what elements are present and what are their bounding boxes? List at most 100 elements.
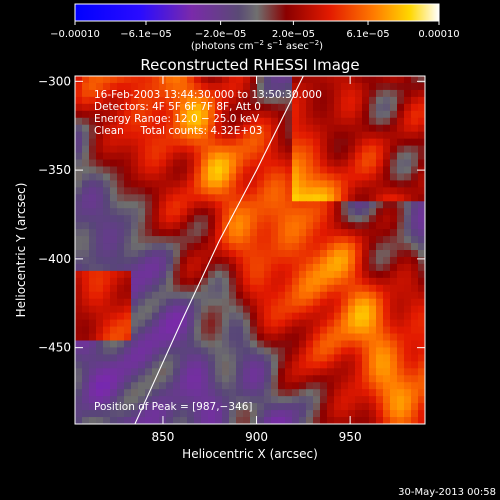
heat-cell	[110, 417, 118, 424]
heat-cell	[264, 82, 272, 91]
heat-cell	[327, 319, 335, 328]
heat-cell	[152, 277, 160, 286]
heat-cell	[264, 76, 272, 84]
heat-cell	[222, 312, 230, 321]
heat-cell	[397, 347, 405, 355]
heat-cell	[313, 166, 321, 175]
heat-cell	[96, 250, 104, 258]
heat-cell	[362, 326, 370, 335]
heat-cell	[96, 340, 104, 349]
heat-cell	[124, 368, 132, 376]
heat-cell	[243, 410, 251, 418]
heat-cell	[306, 159, 314, 168]
heat-cell	[152, 194, 160, 202]
heat-cell	[89, 215, 97, 223]
heat-cell	[376, 215, 384, 223]
heat-cell	[334, 243, 342, 251]
heat-cell	[355, 180, 363, 188]
heat-cell	[341, 333, 349, 342]
heat-cell	[75, 215, 83, 223]
heat-cell	[229, 410, 237, 418]
heat-cell	[173, 368, 181, 376]
heat-cell	[320, 263, 328, 272]
heat-cell	[201, 361, 209, 369]
heat-cell	[292, 263, 300, 272]
heat-cell	[187, 201, 195, 209]
heat-cell	[89, 138, 97, 147]
heat-cell	[250, 347, 258, 355]
heat-cell	[250, 173, 258, 181]
heat-cell	[180, 375, 188, 383]
heat-cell	[187, 403, 195, 411]
heat-cell	[103, 89, 111, 98]
heat-cell	[369, 166, 377, 175]
heat-cell	[299, 117, 307, 126]
heat-cell	[327, 417, 335, 424]
heat-cell	[390, 152, 398, 161]
heat-cell	[264, 256, 272, 265]
heat-cell	[250, 277, 258, 286]
heat-cell	[187, 236, 195, 244]
heat-cell	[250, 215, 258, 223]
heat-cell	[355, 229, 363, 237]
heat-cell	[110, 180, 118, 188]
heat-cell	[159, 396, 167, 404]
heat-cell	[397, 201, 405, 209]
heat-cell	[369, 159, 377, 168]
heat-cell	[397, 229, 405, 237]
heat-cell	[264, 131, 272, 140]
heat-cell	[327, 222, 335, 230]
heat-cell	[411, 347, 419, 355]
heat-cell	[152, 291, 160, 300]
heat-cell	[117, 76, 125, 84]
heat-cell	[215, 382, 223, 390]
heat-cell	[327, 152, 335, 161]
heat-cell	[376, 117, 384, 126]
heat-cell	[103, 166, 111, 175]
heat-cell	[138, 250, 146, 258]
heat-cell	[285, 263, 293, 272]
heat-cell	[411, 89, 419, 98]
heat-cell	[264, 208, 272, 216]
heat-cell	[362, 187, 370, 195]
heat-cell	[222, 166, 230, 175]
heat-cell	[404, 250, 412, 258]
heat-cell	[215, 270, 223, 279]
heat-cell	[418, 382, 425, 390]
heat-cell	[208, 368, 216, 376]
heat-cell	[313, 194, 321, 202]
heat-cell	[145, 229, 153, 237]
heat-cell	[376, 250, 384, 258]
heat-cell	[131, 319, 139, 328]
heat-cell	[278, 375, 286, 383]
heat-cell	[257, 291, 265, 300]
heat-cell	[82, 270, 90, 279]
heat-cell	[355, 277, 363, 286]
heat-cell	[411, 403, 419, 411]
heat-cell	[166, 270, 174, 279]
heat-cell	[82, 277, 90, 286]
heat-cell	[180, 396, 188, 404]
heat-cell	[131, 256, 139, 265]
heat-cell	[194, 417, 202, 424]
heat-cell	[243, 103, 251, 112]
heat-cell	[390, 110, 398, 119]
heat-cell	[180, 263, 188, 272]
heat-cell	[159, 389, 167, 397]
heat-cell	[117, 201, 125, 209]
heat-cell	[180, 180, 188, 188]
heat-cell	[285, 166, 293, 175]
heat-cell	[313, 305, 321, 314]
heat-cell	[215, 305, 223, 314]
heat-cell	[145, 410, 153, 418]
heat-cell	[397, 236, 405, 244]
heat-cell	[131, 110, 139, 119]
heat-cell	[348, 250, 356, 258]
heat-cell	[89, 222, 97, 230]
heat-cell	[166, 138, 174, 147]
heat-cell	[131, 145, 139, 154]
heat-cell	[173, 375, 181, 383]
heat-cell	[334, 361, 342, 369]
heat-cell	[138, 277, 146, 286]
heat-cell	[313, 215, 321, 223]
